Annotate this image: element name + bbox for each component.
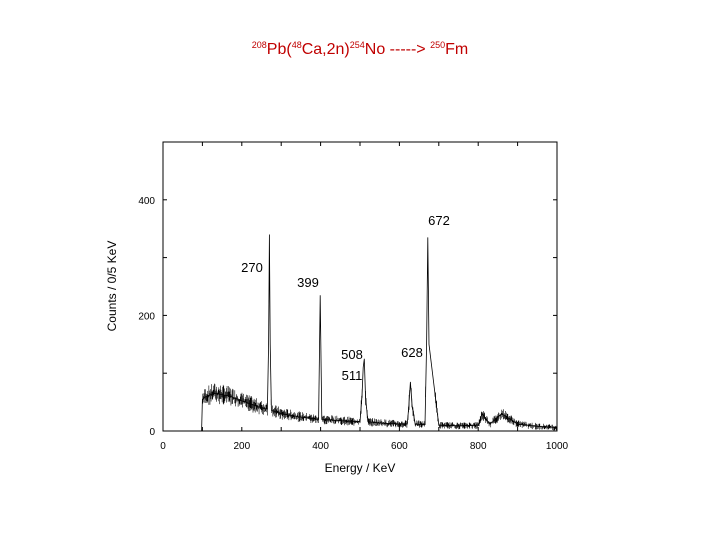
chart-labels: 0 200 400 600 800 1000 0 200 400 270 399 508 511 628 6… (138, 196, 568, 452)
spectrum-noise (202, 383, 558, 431)
y-tick-label: 0 (149, 427, 155, 438)
peak-label-399: 399 (297, 275, 319, 290)
title-mass-no: 254 (349, 40, 365, 50)
x-tick-label: 1000 (546, 441, 569, 452)
x-axis-title: Energy / KeV (325, 461, 396, 475)
peak-label-672: 672 (428, 213, 450, 228)
title-pb: Pb( (266, 41, 292, 58)
peak-label-628: 628 (401, 345, 423, 360)
peak-label-508: 508 (341, 347, 363, 362)
title-fm: Fm (445, 41, 469, 58)
page-title: 208Pb(48Ca,2n)254No -----> 250Fm (0, 40, 720, 59)
title-no: No -----> (364, 41, 431, 58)
x-tick-label: 600 (391, 441, 408, 452)
x-tick-label: 800 (470, 441, 487, 452)
y-axis-title: Counts / 0/5 KeV (105, 241, 119, 332)
title-mass-pb: 208 (251, 40, 267, 50)
x-tick-label: 200 (233, 441, 250, 452)
title-mass-ca: 48 (291, 40, 302, 50)
y-tick-label: 400 (138, 196, 155, 207)
y-tick-label: 200 (138, 311, 155, 322)
x-tick-label: 400 (312, 441, 329, 452)
title-ca: Ca,2n) (301, 41, 350, 58)
peak-label-511: 511 (342, 368, 363, 383)
x-tick-label: 0 (160, 441, 166, 452)
title-mass-fm: 250 (430, 40, 446, 50)
plot-frame (162, 141, 558, 432)
peak-label-270: 270 (241, 260, 263, 275)
axis-ticks (162, 142, 558, 432)
